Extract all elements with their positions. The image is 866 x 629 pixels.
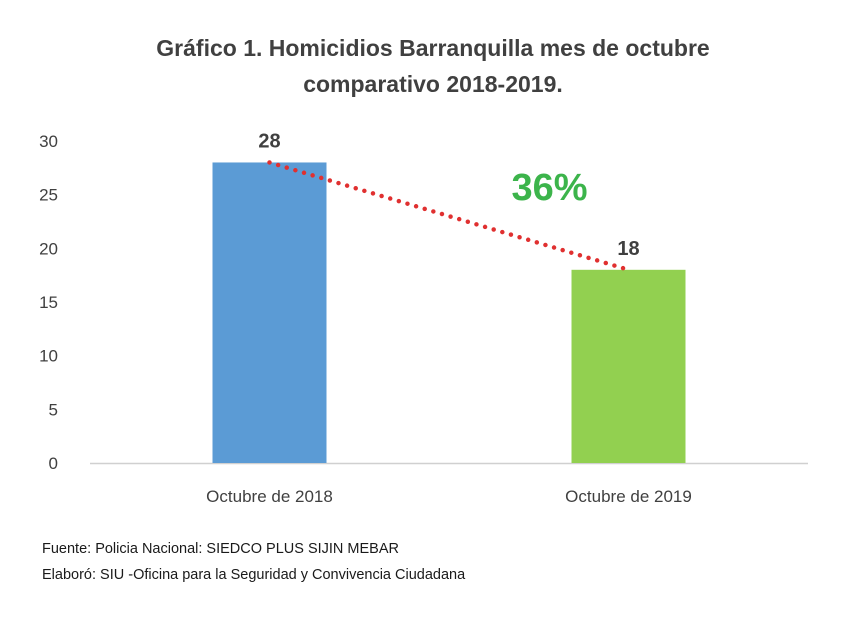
source-note: Fuente: Policia Nacional: SIEDCO PLUS SI…: [42, 541, 399, 557]
percent-change-annotation: 36%: [511, 167, 587, 209]
bar: [571, 269, 686, 463]
y-tick-label: 20: [39, 239, 58, 258]
chart-title-line-2: comparativo 2018-2019.: [303, 71, 563, 97]
chart-title: Gráfico 1. Homicidios Barranquilla mes d…: [0, 30, 866, 102]
bar: [212, 162, 327, 463]
chart-title-line-1: Gráfico 1. Homicidios Barranquilla mes d…: [156, 35, 710, 61]
y-tick-label: 0: [49, 454, 58, 473]
chart-footer: Fuente: Policia Nacional: SIEDCO PLUS SI…: [42, 536, 465, 588]
y-tick-label: 25: [39, 186, 58, 205]
elaborated-note: Elaboró: SIU -Oficina para la Seguridad …: [42, 567, 466, 583]
data-label: 28: [258, 130, 280, 152]
trendline: [267, 160, 631, 273]
y-tick-label: 30: [39, 132, 58, 151]
y-tick-label: 5: [49, 400, 58, 419]
y-tick-label: 15: [39, 293, 58, 312]
y-tick-label: 10: [39, 347, 58, 366]
data-label: 18: [617, 238, 639, 260]
x-tick-label: Octubre de 2018: [206, 487, 333, 506]
x-tick-label: Octubre de 2019: [565, 487, 692, 506]
